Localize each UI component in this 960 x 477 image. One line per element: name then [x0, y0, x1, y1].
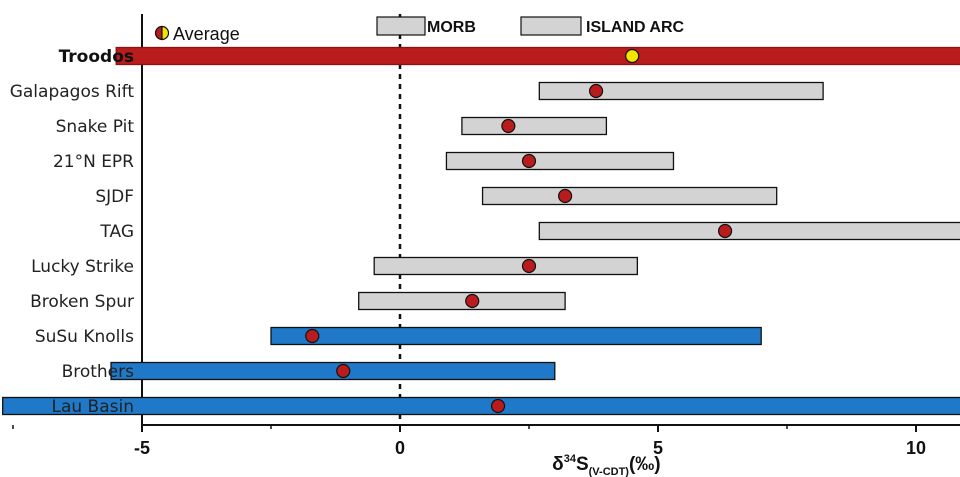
category-label: Galapagos Rift	[10, 82, 135, 102]
average-marker	[465, 293, 480, 309]
category-label: Broken Spur	[30, 292, 134, 312]
category-label: Troodos	[59, 47, 134, 67]
average-marker	[305, 328, 320, 344]
average-marker	[625, 48, 640, 64]
range-bar	[115, 46, 960, 66]
range-bars	[2, 46, 960, 416]
x-tick-label: 5	[653, 438, 663, 458]
range-bar	[2, 396, 960, 416]
legend-average-label: Average	[173, 24, 240, 44]
range-bar	[538, 81, 824, 101]
average-marker	[717, 223, 733, 239]
category-label: 21°N EPR	[53, 152, 134, 172]
average-marker	[501, 118, 516, 134]
range-bar	[445, 151, 675, 171]
category-label: Lucky Strike	[31, 257, 134, 277]
range-bar	[270, 326, 762, 346]
category-label: Snake Pit	[56, 117, 135, 137]
average-marker	[521, 258, 537, 274]
category-label: SJDF	[95, 187, 134, 207]
x-tick-label: 10	[906, 438, 926, 458]
range-bar	[481, 186, 778, 206]
category-label: Lau Basin	[51, 397, 134, 417]
x-axis-ticks: -10-505101520	[12, 425, 926, 458]
legend-morb-swatch	[376, 16, 426, 36]
legend: Average MORB ISLAND ARC	[154, 16, 685, 44]
range-bar	[110, 361, 556, 381]
legend-island-arc-label: ISLAND ARC	[586, 19, 685, 36]
range-bar	[358, 291, 566, 311]
average-marker	[336, 363, 351, 379]
average-marker	[521, 153, 537, 169]
x-axis-label: δ34S(V-CDT)(‰)	[552, 453, 660, 477]
legend-morb-label: MORB	[427, 19, 476, 36]
range-bar	[461, 116, 608, 136]
category-label: Brothers	[62, 362, 135, 382]
average-marker	[588, 83, 604, 99]
category-label: TAG	[99, 222, 134, 242]
average-marker	[490, 398, 506, 414]
range-bar	[538, 221, 960, 241]
x-tick-label: -5	[134, 438, 150, 458]
category-label: SuSu Knolls	[35, 327, 134, 347]
range-bar	[373, 256, 639, 276]
x-tick-label: 0	[395, 438, 405, 458]
average-legend-icon	[154, 25, 170, 41]
category-labels: Troodos Galapagos Rift Snake Pit 21°N EPR SJ…	[10, 47, 135, 417]
legend-island-arc-swatch	[520, 16, 582, 36]
average-marker	[558, 188, 573, 204]
